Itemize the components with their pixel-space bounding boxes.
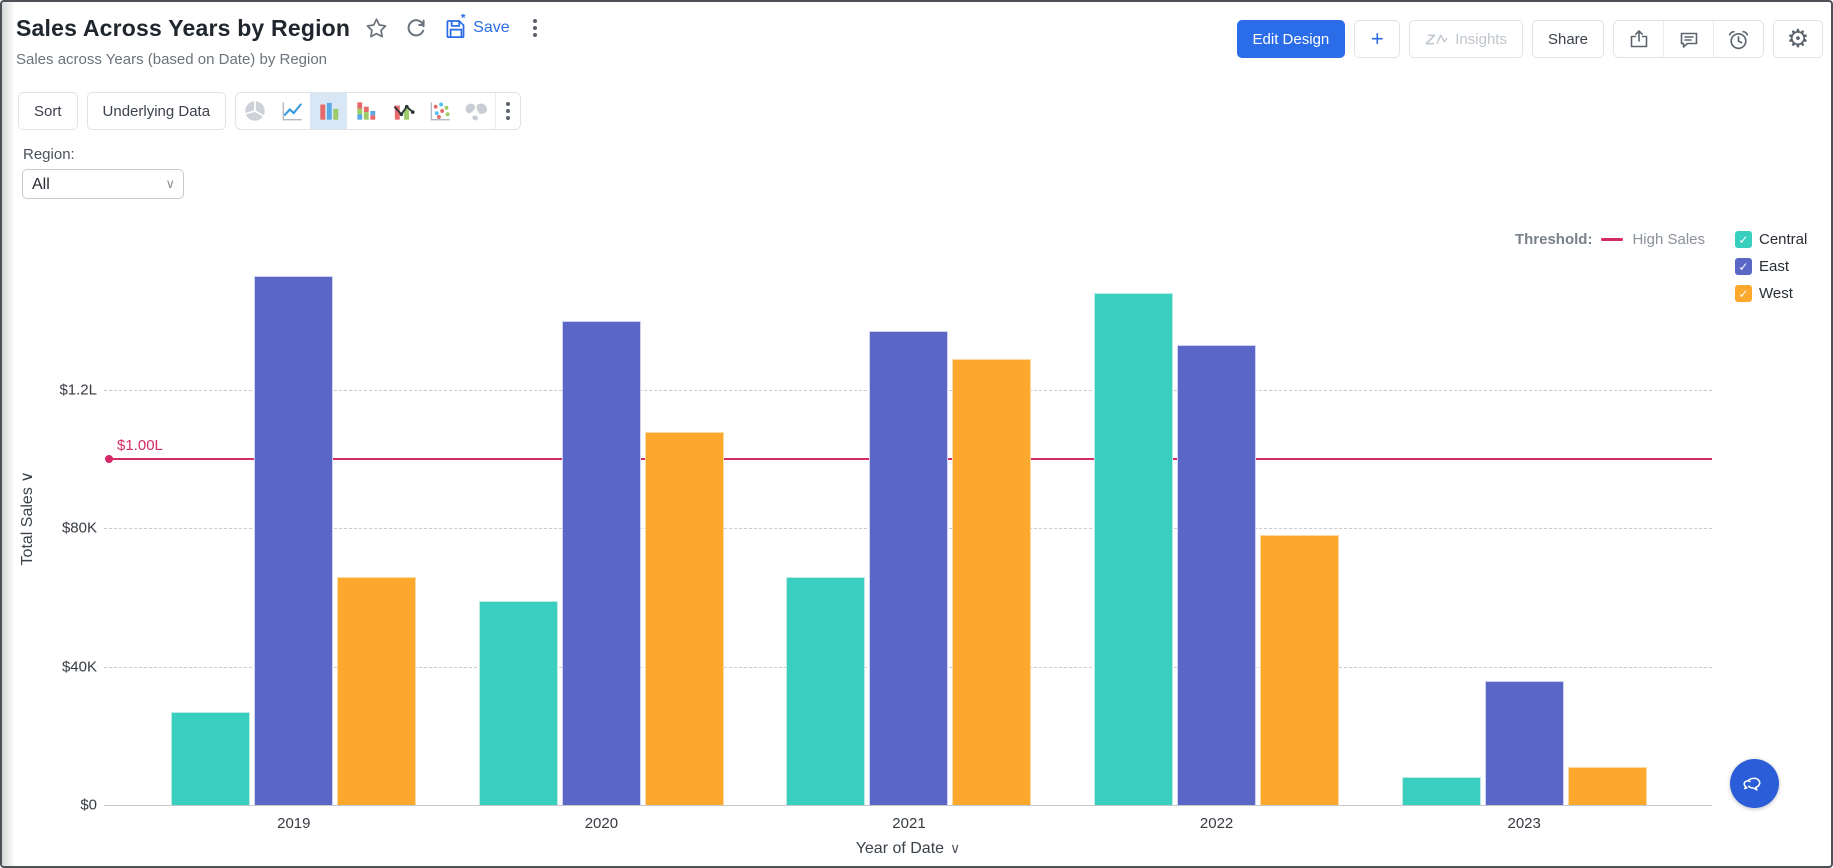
bar-west-2021[interactable] (952, 358, 1032, 805)
bar-chart-icon[interactable] (310, 93, 348, 129)
bar-central-2023[interactable] (1401, 777, 1481, 805)
region-select[interactable]: All (22, 169, 184, 199)
add-button[interactable]: + (1354, 20, 1401, 58)
y-tick-label: $1.2L (59, 381, 97, 399)
threshold-title: Threshold: (1514, 231, 1593, 248)
save-floppy-icon (446, 20, 465, 39)
gear-icon: ⚙ (1786, 24, 1810, 53)
legend-label: Central (1759, 231, 1808, 248)
x-axis-line (104, 805, 1712, 806)
refresh-icon[interactable] (403, 15, 429, 41)
header: Sales Across Years by Region * Save (16, 14, 547, 42)
x-axis-labels: 2019 2020 2021 2022 2023 (140, 815, 1678, 832)
x-axis-chevron-icon[interactable]: ∨ (950, 840, 961, 856)
comments-button[interactable] (1663, 21, 1713, 57)
bar-east-2021[interactable] (869, 331, 949, 805)
legend-checkbox-icon[interactable]: ✓ (1735, 258, 1752, 275)
page-title: Sales Across Years by Region (16, 14, 351, 41)
threshold-value-label: $1.00L (117, 437, 163, 455)
chat-bubbles-icon (1742, 777, 1760, 791)
chart-toolbar: Sort Underlying Data (18, 92, 522, 130)
bar-east-2020[interactable] (561, 320, 641, 805)
bar-group-2022 (1063, 232, 1371, 805)
bar-central-2022[interactable] (1094, 293, 1174, 805)
legend-checkbox-icon[interactable]: ✓ (1735, 231, 1752, 248)
zia-icon: Z (1425, 33, 1449, 49)
bar-east-2023[interactable] (1484, 680, 1564, 805)
line-chart-icon[interactable] (273, 93, 310, 129)
y-tick-label: $0 (80, 796, 97, 814)
x-tick-label: 2022 (1199, 815, 1234, 832)
chart-type-more-menu[interactable] (496, 98, 520, 124)
bar-group-2019 (140, 232, 448, 805)
bar-east-2019[interactable] (254, 276, 334, 805)
x-tick-label: 2019 (277, 815, 311, 832)
favorite-star-icon[interactable] (363, 15, 390, 42)
sort-button[interactable]: Sort (18, 92, 78, 130)
save-label: Save (473, 19, 510, 36)
ask-zia-chat-button[interactable] (1730, 759, 1779, 808)
bar-east-2022[interactable] (1177, 345, 1257, 805)
divider (495, 93, 497, 129)
export-button[interactable] (1614, 21, 1663, 57)
region-filter-label: Region: (23, 146, 75, 163)
header-icon-group (1613, 20, 1764, 58)
y-axis-chevron-icon[interactable]: ∨ (18, 471, 36, 483)
bar-central-2020[interactable] (478, 601, 558, 805)
map-chart-icon[interactable] (458, 93, 495, 129)
export-icon (1630, 30, 1647, 48)
chart-type-switcher (235, 92, 522, 130)
combo-chart-icon[interactable] (384, 93, 421, 129)
underlying-data-button[interactable]: Underlying Data (86, 92, 227, 130)
save-button[interactable]: * Save (442, 14, 510, 42)
bar-group-2023 (1370, 232, 1678, 805)
y-axis-title-wrap: Total Sales ∨ (10, 232, 44, 805)
threshold-legend: Threshold: High Sales (1515, 231, 1705, 248)
y-tick-label: $40K (61, 658, 97, 676)
page-subtitle: Sales across Years (based on Date) by Re… (16, 51, 328, 68)
x-tick-label: 2023 (1507, 815, 1541, 832)
save-asterisk: * (461, 14, 466, 25)
bar-group-2020 (448, 232, 756, 805)
series-legend: ✓ Central ✓ East ✓ West (1735, 231, 1807, 302)
y-tick-label: $80K (61, 519, 97, 537)
bar-group-2021 (755, 232, 1063, 805)
bar-west-2023[interactable] (1567, 766, 1647, 805)
share-button[interactable]: Share (1531, 20, 1604, 58)
comment-icon (1680, 32, 1697, 48)
pie-chart-icon[interactable] (236, 93, 273, 129)
bar-groups (140, 232, 1678, 805)
bar-central-2021[interactable] (786, 576, 866, 805)
region-filter: All ∨ (22, 169, 184, 199)
bar-west-2020[interactable] (644, 431, 724, 805)
legend-item-west[interactable]: ✓ West (1735, 285, 1807, 302)
y-axis-title: Total Sales (18, 487, 36, 566)
legend-item-east[interactable]: ✓ East (1735, 258, 1807, 275)
legend-label: West (1759, 285, 1793, 302)
header-actions: Edit Design + Z Insights Share (1236, 20, 1823, 58)
legend-checkbox-icon[interactable]: ✓ (1735, 285, 1752, 302)
x-tick-label: 2021 (892, 815, 926, 832)
bar-central-2019[interactable] (171, 711, 251, 805)
title-more-menu[interactable] (523, 15, 547, 41)
insights-button[interactable]: Z Insights (1409, 20, 1523, 58)
history-alert-button[interactable] (1713, 21, 1763, 57)
svg-text:Z: Z (1425, 33, 1436, 49)
x-tick-label: 2020 (584, 815, 619, 832)
scatter-chart-icon[interactable] (421, 93, 458, 129)
settings-button[interactable]: ⚙ (1773, 20, 1823, 58)
threshold-dot (105, 455, 113, 464)
stacked-bar-chart-icon[interactable] (347, 93, 384, 129)
legend-label: East (1759, 258, 1790, 275)
legend-item-central[interactable]: ✓ Central (1735, 231, 1807, 248)
bar-west-2022[interactable] (1260, 535, 1340, 805)
alarm-clock-icon (1728, 30, 1749, 49)
x-axis-title-wrap: Year of Date ∨ (104, 840, 1712, 858)
bar-west-2019[interactable] (337, 576, 417, 805)
x-axis-title: Year of Date (855, 840, 945, 857)
threshold-name: High Sales (1632, 231, 1705, 248)
threshold-swatch (1601, 238, 1624, 241)
edit-design-button[interactable]: Edit Design (1236, 20, 1346, 58)
